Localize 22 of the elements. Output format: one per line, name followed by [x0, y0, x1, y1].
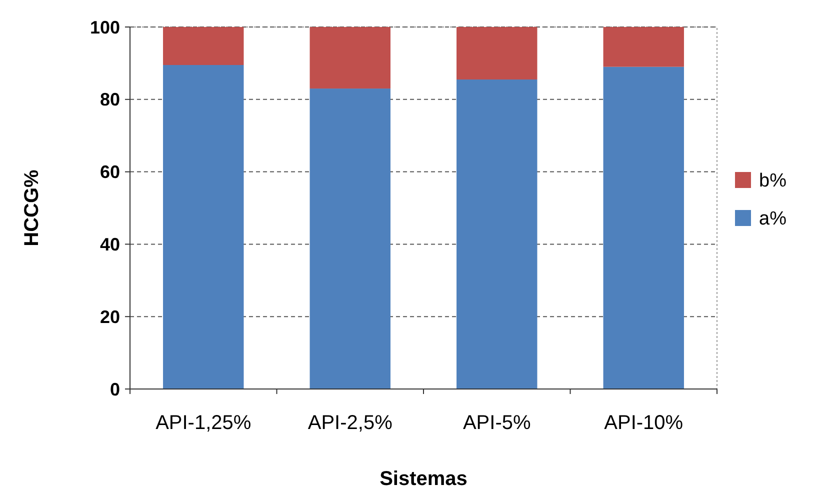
x-tick-label: API-10% [604, 412, 684, 434]
y-tick-label: 40 [100, 234, 120, 254]
bar [310, 88, 390, 389]
bar [456, 79, 538, 389]
y-tick-label: 20 [100, 306, 120, 327]
y-tick-label: 80 [100, 90, 120, 110]
y-tick-label: 60 [100, 162, 120, 182]
bar [456, 27, 538, 80]
bar [163, 27, 244, 66]
bar [163, 65, 244, 389]
x-tick-label: API-2,5% [308, 412, 393, 434]
x-axis-title: Sistemas [380, 468, 468, 490]
legend-label: b% [759, 170, 787, 192]
legend-label: a% [759, 208, 787, 230]
bar [603, 66, 684, 389]
y-tick-label: 100 [90, 17, 120, 38]
bar [603, 27, 684, 67]
y-tick-label: 0 [110, 379, 120, 400]
x-tick-label: API-5% [462, 412, 531, 434]
y-axis-title: HCCG% [21, 169, 43, 246]
x-tick-label: API-1,25% [156, 412, 252, 434]
bar [310, 27, 390, 89]
